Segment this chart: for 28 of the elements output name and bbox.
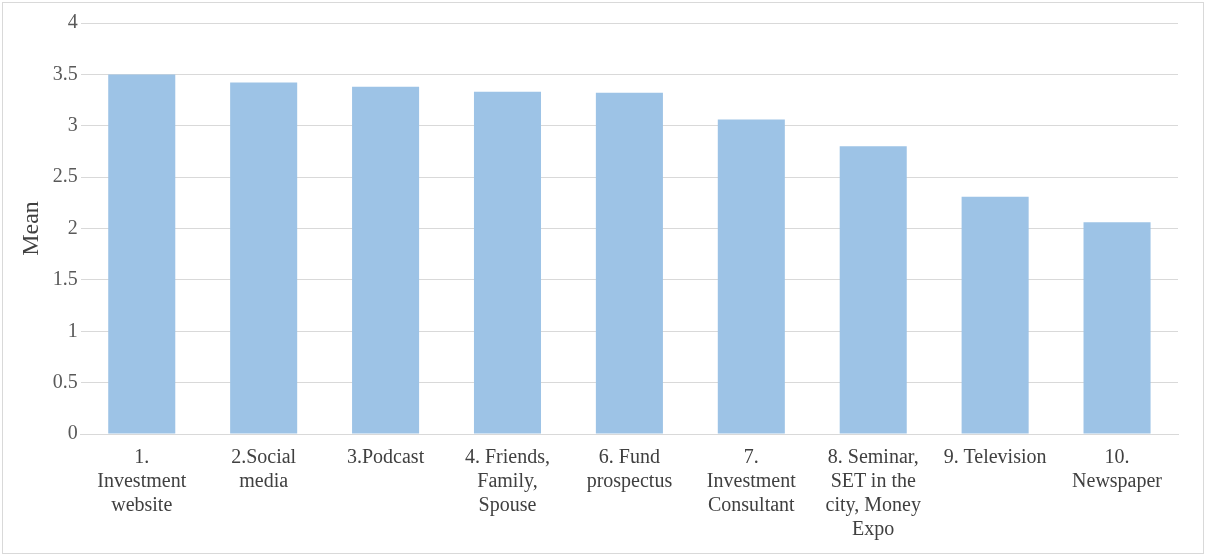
y-tick-label: 1	[67, 318, 78, 341]
bar	[1083, 222, 1151, 434]
x-tick-label: 1. Investment website	[97, 445, 187, 516]
x-tick-label: 9. Television	[943, 445, 1047, 468]
y-tick-label: 3.5	[52, 61, 78, 84]
x-tick-label: 7. Investment Consultant	[706, 445, 797, 516]
y-tick-label: 2	[67, 215, 78, 238]
y-axis-title: Mean	[16, 201, 43, 256]
y-tick-label: 0	[67, 421, 78, 444]
x-tick-label: 8. Seminar, SET in the city, Money Expo	[825, 445, 921, 541]
bar	[108, 74, 176, 434]
y-tick-label: 1.5	[52, 267, 78, 290]
bar	[352, 86, 420, 434]
bar	[839, 146, 907, 434]
x-tick-label: 4. Friends, Family, Spouse	[464, 445, 550, 517]
bar	[595, 92, 663, 434]
y-tick-label: 4	[67, 10, 78, 33]
bar	[230, 82, 298, 434]
y-tick-label: 3	[67, 113, 78, 135]
bar	[961, 196, 1029, 434]
x-tick-label: 10. Newspaper	[1072, 445, 1163, 493]
bar	[717, 119, 785, 434]
x-tick-label: 3.Podcast	[346, 445, 425, 468]
y-tick-label: 2.5	[52, 164, 78, 187]
bar	[473, 91, 542, 434]
y-tick-label: 0.5	[52, 369, 78, 392]
x-tick-label: 2.Social media	[231, 445, 297, 492]
x-tick-label: 6. Fund prospectus	[586, 445, 673, 493]
